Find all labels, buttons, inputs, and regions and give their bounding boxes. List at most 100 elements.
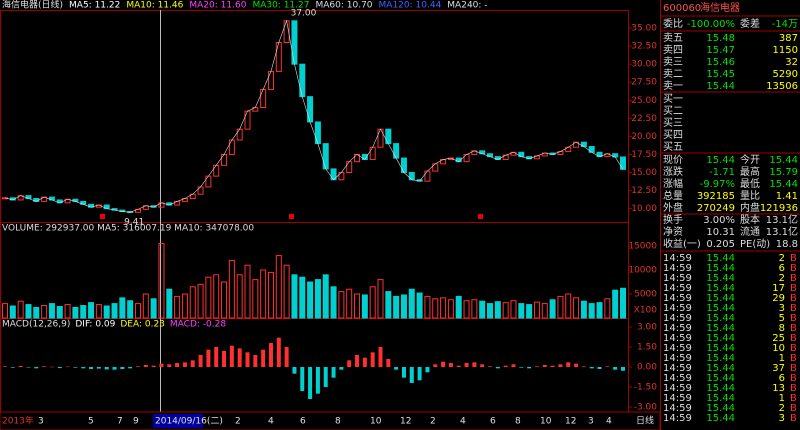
- quote-cell: 14:59: [663, 383, 692, 394]
- quote-cell: 15.44: [706, 403, 735, 414]
- volume-bar: [95, 304, 102, 319]
- volume-bar: [580, 300, 587, 319]
- x-tick-label: 3: [588, 417, 594, 427]
- macd-bar: [222, 351, 227, 367]
- volume-bar: [502, 302, 509, 319]
- volume-bar: [526, 304, 533, 319]
- macd-bar: [104, 367, 109, 370]
- macd-bar: [190, 360, 195, 367]
- quote-cell: 2: [779, 253, 785, 264]
- macd-bar: [597, 367, 602, 369]
- macd-bar: [65, 366, 70, 368]
- quote-cell: 外盘: [663, 201, 683, 214]
- quote-cell: 15.44: [706, 373, 735, 384]
- macd-bar: [198, 355, 203, 367]
- quote-cell: B: [790, 403, 797, 414]
- quote-cell: -14万: [772, 19, 798, 30]
- quote-cell: 14:59: [663, 273, 692, 284]
- quote-cell: 3.00%: [703, 215, 735, 226]
- volume-bar: [111, 303, 118, 319]
- y-tick-label: 12.50: [631, 186, 657, 196]
- macd-bar: [229, 345, 234, 367]
- candle: [385, 128, 392, 145]
- quote-cell: 买三: [663, 117, 683, 129]
- y-tick-label: 5000: [634, 290, 657, 300]
- quote-cell: B: [790, 303, 797, 314]
- macd-bar: [315, 367, 320, 394]
- quote-cell: B: [790, 263, 797, 274]
- volume-bar: [236, 274, 243, 319]
- macd-bar: [370, 352, 375, 367]
- quote-cell: 270249: [697, 203, 735, 214]
- volume-bar: [612, 289, 619, 319]
- volume-bar: [400, 294, 407, 319]
- volume-bar: [471, 299, 478, 319]
- quote-cell: 1: [779, 353, 785, 364]
- macd-title: DEA: 0.23: [120, 320, 165, 330]
- volume-bar: [494, 301, 501, 319]
- quote-cell: 股本: [740, 213, 760, 226]
- quote-cell: 15.44: [706, 323, 735, 334]
- macd-bar: [89, 367, 94, 369]
- quote-cell: 25: [772, 333, 785, 344]
- marker: [289, 214, 294, 219]
- quote-cell: B: [790, 283, 797, 294]
- x-tick-label: 6: [300, 417, 306, 427]
- volume-bar: [166, 288, 173, 319]
- quote-cell: 15.44: [706, 353, 735, 364]
- macd-bar: [120, 367, 125, 369]
- macd-bar: [261, 349, 266, 367]
- low-annotation: 9.41: [124, 218, 144, 228]
- macd-bar: [456, 365, 461, 367]
- quote-cell: 净资: [663, 225, 683, 238]
- quote-cell: 15.44: [706, 283, 735, 294]
- volume-bar: [283, 264, 290, 319]
- y-tick-label: 22.50: [631, 114, 657, 124]
- macd-bar: [42, 366, 47, 367]
- volume-bar: [361, 294, 368, 319]
- volume-bar: [275, 255, 282, 319]
- volume-bar: [228, 259, 235, 319]
- quote-cell: 15.44: [706, 81, 735, 92]
- quote-cell: 15.44: [706, 313, 735, 324]
- volume-bar: [518, 303, 525, 319]
- quote-cell: B: [790, 353, 797, 364]
- quote-cell: 18.8: [776, 239, 798, 250]
- volume-bar: [25, 304, 32, 319]
- legend-item: MA120: 10.44: [379, 1, 442, 11]
- quote-cell: 买四: [663, 129, 683, 141]
- volume-bar: [385, 291, 392, 319]
- candle: [307, 96, 314, 123]
- quote-cell: 15.47: [706, 45, 735, 56]
- quote-cell: 委差: [740, 17, 760, 30]
- volume-bar: [369, 286, 376, 319]
- quote-cell: B: [790, 393, 797, 404]
- quote-cell: 内盘: [740, 201, 760, 214]
- volume-bar: [424, 295, 431, 319]
- macd-bar: [159, 363, 164, 367]
- volume-bar: [588, 303, 595, 319]
- x-tick-label: 2: [235, 417, 241, 427]
- quote-cell: B: [790, 313, 797, 324]
- volume-bar: [620, 287, 626, 319]
- volume-bar: [119, 297, 126, 319]
- macd-bar: [534, 366, 539, 367]
- candle: [393, 143, 400, 159]
- macd-bar: [503, 365, 508, 367]
- x-tick-label: 10: [370, 417, 382, 427]
- x-tick-label: 9: [133, 417, 139, 427]
- quote-cell: 15.44: [706, 273, 735, 284]
- marker: [478, 214, 483, 219]
- quote-cell: PE(动): [740, 238, 770, 250]
- volume-bar: [533, 301, 540, 319]
- x-tick-label: 6: [490, 417, 496, 427]
- volume-bar: [88, 302, 95, 319]
- volume-bar: [440, 297, 447, 319]
- x-tick-label: 7: [117, 417, 123, 427]
- macd-bar: [128, 367, 133, 369]
- volume-bar: [205, 276, 212, 319]
- candle: [620, 156, 626, 170]
- quote-cell: -9.97%: [700, 179, 735, 190]
